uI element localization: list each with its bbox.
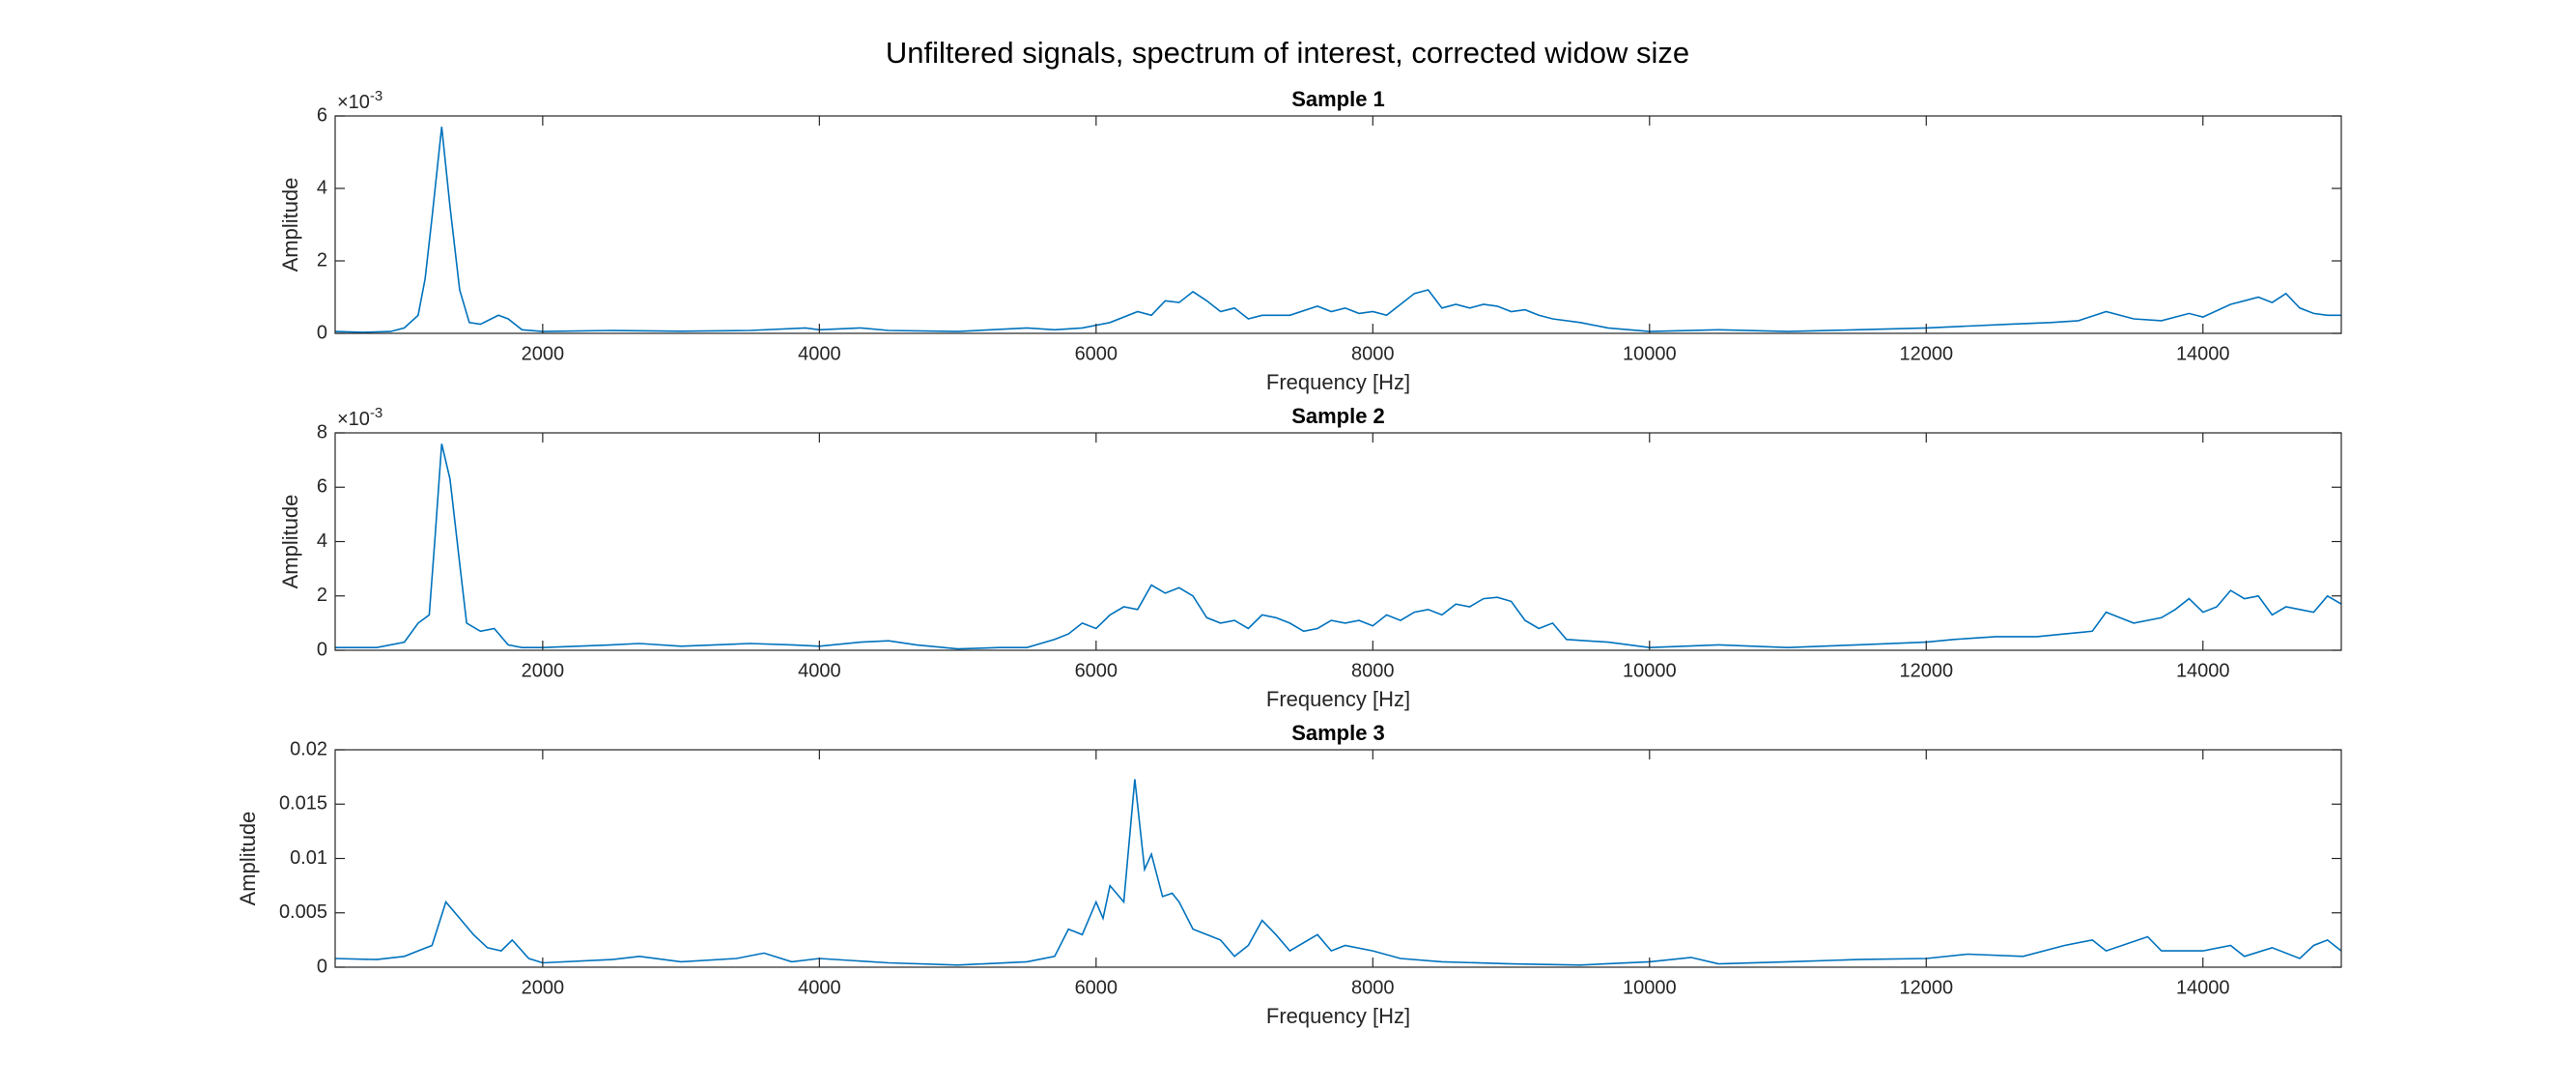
x-tick-label: 14000 xyxy=(2176,977,2230,998)
x-tick-label: 4000 xyxy=(798,977,841,998)
x-tick-label: 6000 xyxy=(1075,343,1118,364)
y-tick-label: 0.005 xyxy=(279,901,327,923)
plot-area xyxy=(335,116,2341,333)
x-tick-label: 10000 xyxy=(1623,343,1677,364)
y-axis-label: Amplitude xyxy=(278,178,302,272)
x-tick-label: 6000 xyxy=(1075,660,1118,681)
y-tick-label: 8 xyxy=(317,421,327,443)
subplot-title: Sample 2 xyxy=(1291,404,1385,428)
x-tick-label: 12000 xyxy=(1899,660,1953,681)
y-tick-label: 2 xyxy=(317,585,327,606)
x-tick-label: 10000 xyxy=(1623,977,1677,998)
y-tick-label: 4 xyxy=(317,177,327,198)
x-tick-label: 8000 xyxy=(1351,343,1395,364)
data-line xyxy=(335,127,2341,333)
y-tick-label: 0.02 xyxy=(290,738,327,759)
x-tick-label: 12000 xyxy=(1899,977,1953,998)
figure-title: Unfiltered signals, spectrum of interest… xyxy=(886,36,1689,70)
y-tick-label: 6 xyxy=(317,104,327,126)
plot-area xyxy=(335,750,2341,967)
y-multiplier: ×10-3 xyxy=(337,88,382,113)
plot-lines xyxy=(335,127,2341,333)
axes-box xyxy=(334,115,2342,334)
y-tick-label: 0 xyxy=(317,639,327,660)
y-axis-label: Amplitude xyxy=(278,495,302,589)
x-tick-label: 6000 xyxy=(1075,977,1118,998)
x-tick-label: 14000 xyxy=(2176,343,2230,364)
x-tick-label: 10000 xyxy=(1623,660,1677,681)
y-tick-label: 0 xyxy=(317,322,327,343)
x-axis-label: Frequency [Hz] xyxy=(1266,687,1410,711)
y-axis-label: Amplitude xyxy=(236,812,260,906)
x-tick-label: 14000 xyxy=(2176,660,2230,681)
x-tick-label: 2000 xyxy=(522,343,565,364)
x-tick-label: 4000 xyxy=(798,660,841,681)
multiplier-exponent: -3 xyxy=(370,405,382,421)
x-tick-label: 2000 xyxy=(522,977,565,998)
y-multiplier: ×10-3 xyxy=(337,405,382,430)
y-tick-label: 6 xyxy=(317,476,327,498)
subplot-title: Sample 3 xyxy=(1291,721,1385,745)
x-axis-label: Frequency [Hz] xyxy=(1266,370,1410,394)
x-tick-label: 2000 xyxy=(522,660,565,681)
y-tick-label: 0.015 xyxy=(279,793,327,815)
y-tick-label: 2 xyxy=(317,249,327,271)
subplot-title: Sample 1 xyxy=(1291,87,1385,111)
multiplier-base: ×10 xyxy=(337,92,370,113)
x-axis-label: Frequency [Hz] xyxy=(1266,1004,1410,1028)
multiplier-exponent: -3 xyxy=(370,88,382,104)
multiplier-base: ×10 xyxy=(337,409,370,430)
x-tick-label: 4000 xyxy=(798,343,841,364)
plot-lines xyxy=(335,443,2341,650)
data-line xyxy=(335,443,2341,650)
x-tick-label: 8000 xyxy=(1351,977,1395,998)
y-tick-label: 0 xyxy=(317,956,327,977)
y-tick-label: 4 xyxy=(317,530,327,552)
x-tick-label: 12000 xyxy=(1899,343,1953,364)
plot-area xyxy=(335,433,2341,650)
x-tick-label: 8000 xyxy=(1351,660,1395,681)
y-tick-label: 0.01 xyxy=(290,847,327,869)
